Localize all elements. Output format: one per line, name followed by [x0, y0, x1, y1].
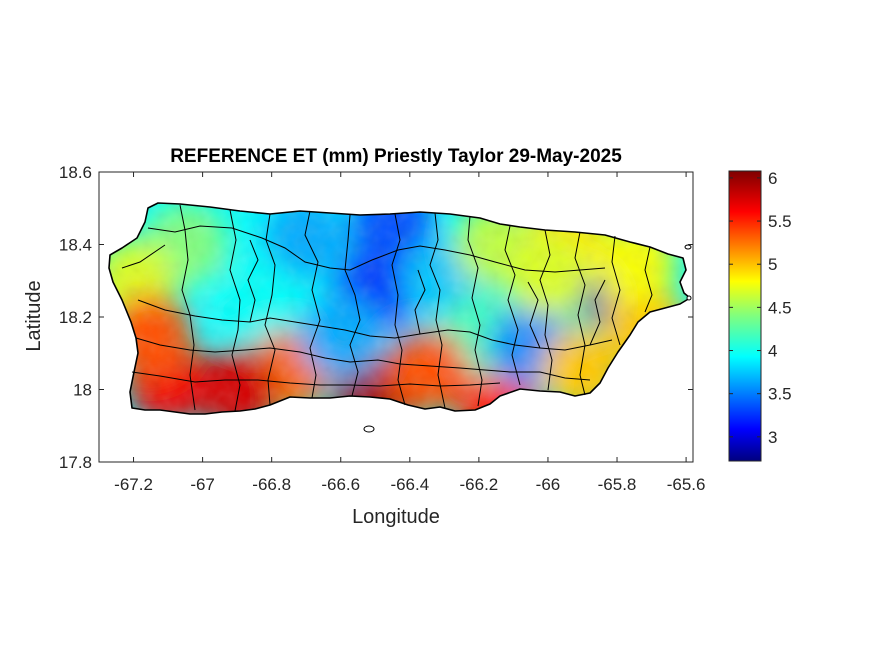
x-tick-label: -66.6 [321, 475, 360, 494]
municipality-boundary [147, 225, 606, 273]
x-axis-label: Longitude [352, 506, 440, 528]
colorbar-tick-label: 4 [768, 342, 777, 361]
x-tick-label: -66.8 [252, 475, 291, 494]
islet [363, 425, 375, 433]
x-tick-label: -66.4 [390, 475, 429, 494]
colorbar-tick-label: 6 [768, 169, 777, 188]
colorbar-tick-label: 5 [768, 255, 777, 274]
colorbar-tick-label: 3 [768, 428, 777, 447]
municipality-boundary [589, 279, 606, 346]
municipality-boundary [467, 215, 483, 407]
colorbar [728, 170, 762, 462]
municipality-boundary [135, 337, 591, 381]
x-tick-label: -67.2 [114, 475, 153, 494]
municipality-boundary [611, 235, 621, 346]
municipality-boundary [121, 244, 166, 269]
x-tick-label: -66 [536, 475, 561, 494]
x-axis-ticks: -67.2 -67 -66.8 -66.6 -66.4 -66.2 -66 -65.8 -65.… [114, 172, 705, 494]
colorbar-ticks: 3 3.5 4 4.5 5 5.5 6 [729, 169, 792, 447]
islet [684, 244, 692, 250]
islet [686, 295, 692, 301]
municipality-boundary [504, 225, 521, 386]
colorbar-tick-label: 5.5 [768, 212, 792, 231]
y-tick-label: 18.6 [59, 163, 92, 182]
municipality-boundary [429, 212, 446, 409]
municipality-boundaries [121, 204, 653, 412]
island-outline [108, 202, 691, 415]
x-tick-label: -65.6 [667, 475, 706, 494]
x-tick-label: -65.8 [598, 475, 637, 494]
municipality-boundary [391, 213, 406, 406]
colorbar-tick-label: 3.5 [768, 385, 792, 404]
municipality-boundary [644, 246, 653, 313]
y-axis-ticks: 17.8 18 18.2 18.4 18.6 [59, 163, 693, 472]
municipality-boundary [137, 299, 613, 351]
municipality-boundary [574, 231, 586, 396]
municipality-boundary [539, 229, 553, 391]
x-tick-label: -67 [190, 475, 215, 494]
municipality-boundary [414, 269, 426, 335]
y-tick-label: 18.2 [59, 308, 92, 327]
x-tick-label: -66.2 [460, 475, 499, 494]
chart-title: REFERENCE ET (mm) Priestly Taylor 29-May… [170, 146, 622, 167]
municipality-boundary [527, 281, 541, 349]
y-tick-label: 18.4 [59, 236, 92, 255]
municipality-boundary [264, 213, 276, 406]
municipality-boundary [229, 209, 241, 412]
y-tick-label: 17.8 [59, 453, 92, 472]
y-axis-label: Latitude [23, 280, 45, 351]
y-tick-label: 18 [73, 381, 92, 400]
municipality-boundary [247, 239, 259, 323]
municipality-boundary [304, 210, 321, 399]
municipality-boundary [344, 214, 361, 397]
colorbar-tick-label: 4.5 [768, 298, 792, 317]
municipality-boundary [179, 204, 196, 411]
